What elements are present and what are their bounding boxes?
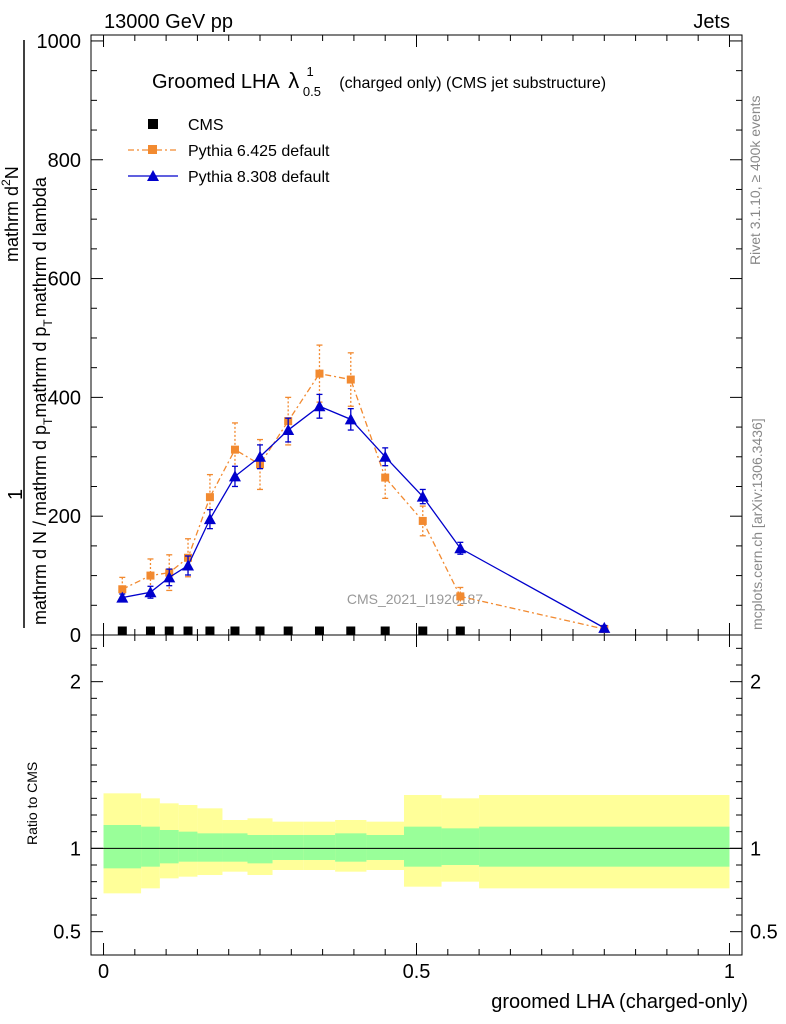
- legend-marker-py6: [148, 145, 157, 154]
- series-layer: [116, 344, 611, 636]
- legend-label-py6: Pythia 6.425 default: [188, 143, 330, 160]
- title-sub: 0.5: [303, 84, 321, 99]
- ratio-tick-label: 0.5: [53, 922, 81, 944]
- title-sup: 1: [307, 64, 314, 79]
- x-axis-label: groomed LHA (charged-only): [491, 991, 748, 1013]
- mcplots-label: mcplots.cern.ch [arXiv:1306.3436]: [749, 418, 765, 630]
- data-point: [183, 626, 193, 636]
- data-point: [230, 445, 239, 454]
- x-tick-label: 0: [98, 961, 109, 983]
- data-point: [315, 369, 324, 378]
- legend-marker-py8: [147, 170, 159, 181]
- data-point: [418, 626, 428, 636]
- series-2: [116, 393, 611, 633]
- x-tick-label: 0.5: [403, 961, 431, 983]
- data-point: [163, 571, 176, 583]
- data-point: [454, 542, 467, 554]
- legend-label-cms: CMS: [188, 117, 224, 134]
- ylabel-numerator: mathrm d2N: [0, 166, 22, 262]
- ratio-band-green: [247, 835, 273, 864]
- data-point: [283, 626, 293, 636]
- data-point: [456, 592, 465, 601]
- legend-label-py8: Pythia 8.308 default: [188, 169, 330, 186]
- y-tick-label: 400: [48, 387, 81, 409]
- data-point: [380, 626, 390, 636]
- data-point: [182, 559, 195, 571]
- data-point: [255, 626, 265, 636]
- y-tick-label: 200: [48, 506, 81, 528]
- energy-label: 13000 GeV pp: [104, 11, 233, 33]
- ratio-band-green: [441, 828, 480, 865]
- data-point: [455, 626, 465, 636]
- title-symbol: λ: [288, 68, 299, 93]
- data-point: [598, 621, 611, 633]
- ratio-band-green: [366, 835, 404, 860]
- ratio-band-green: [159, 830, 179, 864]
- data-point: [146, 571, 155, 580]
- ratio-band-green: [335, 833, 367, 862]
- data-point: [205, 493, 214, 502]
- svg-text:Groomed LHA λ 0.5: Groomed LHA λ 0.5 1 (charged only) (CMS …: [152, 59, 606, 101]
- ratio-tick-label: 1: [70, 838, 81, 860]
- series-line: [122, 405, 605, 629]
- data-point: [228, 470, 241, 482]
- data-point: [205, 626, 215, 636]
- data-point: [117, 626, 127, 636]
- title-main: Groomed LHA: [152, 71, 280, 93]
- data-point: [282, 424, 295, 436]
- ratio-axis-ticks: 0.5 0.5 1 1 2 2 0 0.5 1: [53, 635, 778, 983]
- ratio-ylabel: Ratio to CMS: [24, 762, 40, 845]
- series-0: [117, 626, 465, 636]
- data-point: [118, 585, 127, 594]
- data-point: [145, 626, 155, 636]
- data-point: [344, 413, 357, 425]
- ratio-band-green: [103, 825, 142, 869]
- data-point: [416, 490, 429, 502]
- legend: CMS Pythia 6.425 default Pythia 8.308 de…: [128, 117, 330, 186]
- y-tick-label: 800: [48, 150, 81, 172]
- ratio-band-green: [403, 826, 442, 867]
- data-point: [313, 400, 326, 412]
- analysis-watermark: CMS_2021_I1920187: [347, 591, 483, 607]
- x-tick-label: 1: [724, 961, 735, 983]
- ratio-band-green: [197, 833, 223, 862]
- data-point: [346, 375, 355, 384]
- ratio-tick-label-right: 0.5: [750, 922, 778, 944]
- y-tick-label: 0: [70, 625, 81, 647]
- ratio-band-green: [479, 826, 730, 867]
- y-tick-label: 600: [48, 269, 81, 291]
- data-point: [164, 626, 174, 636]
- data-point: [314, 626, 324, 636]
- data-point: [379, 450, 392, 462]
- title-suffix: (charged only) (CMS jet substructure): [339, 75, 606, 92]
- ratio-band-green: [303, 835, 336, 860]
- ratio-band-green: [272, 835, 304, 860]
- y-axis-label: 1 mathrm d N / mathrm d pTmathrm d pTmat…: [0, 40, 55, 628]
- data-point: [203, 513, 216, 525]
- ylabel-denominator: mathrm d N / mathrm d pTmathrm d pTmathr…: [30, 176, 55, 625]
- ratio-band-green: [178, 831, 198, 862]
- rivet-label: Rivet 3.1.10, ≥ 400k events: [747, 95, 763, 265]
- ratio-band-green: [141, 826, 160, 867]
- legend-marker-cms: [148, 119, 158, 129]
- data-point: [254, 450, 267, 462]
- ratio-tick-label: 2: [70, 672, 81, 694]
- ratio-bands: [91, 793, 742, 894]
- main-axis-ticks: 0 200 400 600 800 1000: [37, 31, 742, 647]
- chart-title: Groomed LHA λ 0.5 1 (charged only) (CMS …: [152, 59, 606, 101]
- ratio-tick-label-right: 1: [750, 838, 761, 860]
- data-point: [144, 586, 157, 598]
- data-point: [230, 626, 240, 636]
- data-point: [346, 626, 356, 636]
- data-point: [381, 473, 390, 482]
- data-point: [116, 591, 129, 603]
- ylabel-one: 1: [5, 489, 27, 500]
- y-tick-label: 1000: [37, 31, 82, 53]
- process-label: Jets: [693, 11, 730, 33]
- data-point: [418, 516, 427, 525]
- ratio-tick-label-right: 2: [750, 672, 761, 694]
- ratio-band-green: [222, 833, 248, 862]
